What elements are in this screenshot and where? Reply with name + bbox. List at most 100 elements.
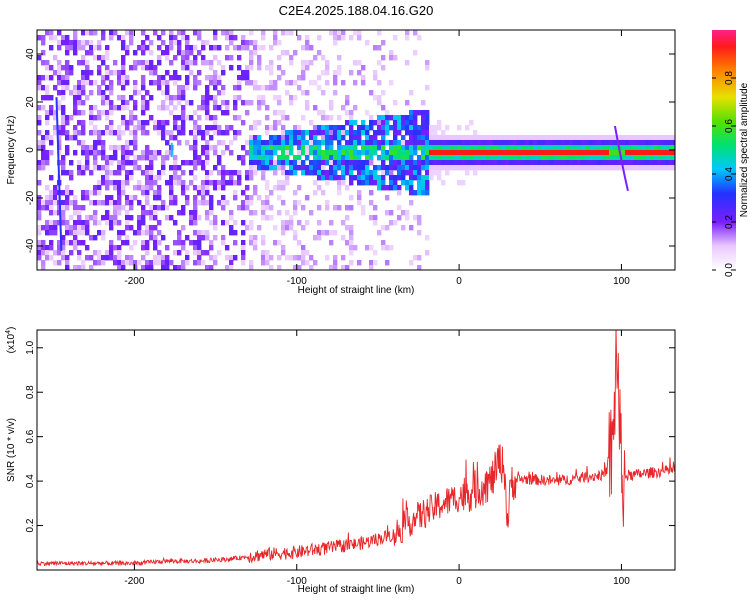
heatmap-cell (329, 125, 334, 131)
heatmap-cell (317, 155, 322, 161)
heatmap-cell (153, 70, 158, 76)
heatmap-cell (241, 250, 246, 256)
heatmap-cell (477, 135, 482, 141)
heatmap-cell (69, 240, 74, 246)
colorbar-label: Normalized spectral amplitude (739, 82, 750, 217)
heatmap-cell (109, 80, 114, 86)
heatmap-cell (653, 165, 658, 171)
heatmap-cell (593, 150, 598, 156)
heatmap-cell (397, 130, 402, 136)
heatmap-cell (565, 165, 570, 171)
heatmap-cell (213, 235, 218, 241)
heatmap-cell (409, 140, 414, 146)
heatmap-cell (81, 55, 86, 61)
heatmap-cell (105, 95, 110, 101)
heatmap-cell (461, 160, 466, 166)
heatmap-cell (125, 160, 130, 166)
heatmap-cell (321, 55, 326, 61)
heatmap-cell (141, 170, 146, 176)
heatmap-cell (249, 80, 254, 86)
heatmap-cell (77, 40, 82, 46)
snr-scale-label: (x10 (6, 333, 17, 353)
heatmap-cell (313, 130, 318, 136)
heatmap-cell (313, 140, 318, 146)
heatmap-cell (581, 165, 586, 171)
heatmap-cell (145, 250, 150, 256)
heatmap-cell (329, 100, 334, 106)
heatmap-cell (241, 100, 246, 106)
heatmap-cell (321, 70, 326, 76)
heatmap-cell (213, 55, 218, 61)
heatmap-cell (105, 55, 110, 61)
heatmap-cell (465, 155, 470, 161)
heatmap-cell (337, 205, 342, 211)
heatmap-cell (69, 230, 74, 236)
heatmap-cell (261, 95, 266, 101)
heatmap-cell (441, 155, 446, 161)
heatmap-cell (297, 125, 302, 131)
heatmap-cell (105, 250, 110, 256)
heatmap-cell (117, 230, 122, 236)
heatmap-cell (289, 55, 294, 61)
heatmap-cell (465, 135, 470, 141)
heatmap-cell (85, 195, 90, 201)
heatmap-cell (333, 90, 338, 96)
heatmap-cell (381, 150, 386, 156)
heatmap-cell (429, 130, 434, 136)
heatmap-cell (669, 165, 674, 171)
heatmap-cell (173, 75, 178, 81)
heatmap-cell (113, 150, 118, 156)
heatmap-cell (173, 80, 178, 86)
heatmap-cell (637, 155, 642, 161)
heatmap-cell (345, 95, 350, 101)
heatmap-cell (321, 175, 326, 181)
heatmap-cell (121, 65, 126, 71)
heatmap-cell (69, 160, 74, 166)
heatmap-cell (533, 135, 538, 141)
heatmap-cell (133, 100, 138, 106)
heatmap-cell (373, 120, 378, 126)
heatmap-cell (65, 70, 70, 76)
heatmap-cell (161, 260, 166, 266)
heatmap-cell (81, 240, 86, 246)
heatmap-cell (49, 200, 54, 206)
heatmap-cell (81, 80, 86, 86)
heatmap-cell (345, 145, 350, 151)
heatmap-cell (49, 225, 54, 231)
heatmap-cell (149, 65, 154, 71)
heatmap-cell (85, 230, 90, 236)
heatmap-cell (245, 100, 250, 106)
heatmap-cell (193, 200, 198, 206)
heatmap-cell (61, 155, 66, 161)
heatmap-cell (277, 265, 282, 270)
heatmap-cell (253, 155, 258, 161)
heatmap-cell (349, 70, 354, 76)
heatmap-cell (217, 250, 222, 256)
y-tick-label: -20 (25, 190, 36, 205)
heatmap-cell (221, 180, 226, 186)
heatmap-cell (181, 185, 186, 191)
heatmap-cell (589, 150, 594, 156)
heatmap-cell (349, 115, 354, 121)
heatmap-cell (89, 255, 94, 261)
heatmap-cell (269, 265, 274, 270)
heatmap-cell (137, 215, 142, 221)
heatmap-cell (593, 140, 598, 146)
heatmap-cell (329, 145, 334, 151)
heatmap-cell (65, 220, 70, 226)
heatmap-cell (77, 95, 82, 101)
heatmap-cell (301, 135, 306, 141)
heatmap-cell (333, 130, 338, 136)
heatmap-cell (169, 175, 174, 181)
heatmap-cell (289, 225, 294, 231)
heatmap-cell (433, 170, 438, 176)
heatmap-cell (505, 135, 510, 141)
heatmap-cell (329, 150, 334, 156)
heatmap-cell (617, 135, 622, 141)
heatmap-cell (169, 180, 174, 186)
heatmap-cell (49, 210, 54, 216)
heatmap-cell (353, 155, 358, 161)
heatmap-cell (113, 220, 118, 226)
heatmap-cell (185, 185, 190, 191)
heatmap-cell (273, 40, 278, 46)
